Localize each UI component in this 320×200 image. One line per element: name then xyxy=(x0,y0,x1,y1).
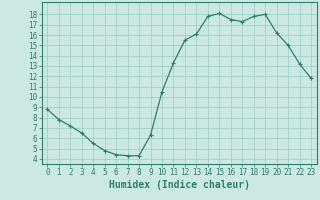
X-axis label: Humidex (Indice chaleur): Humidex (Indice chaleur) xyxy=(109,180,250,190)
